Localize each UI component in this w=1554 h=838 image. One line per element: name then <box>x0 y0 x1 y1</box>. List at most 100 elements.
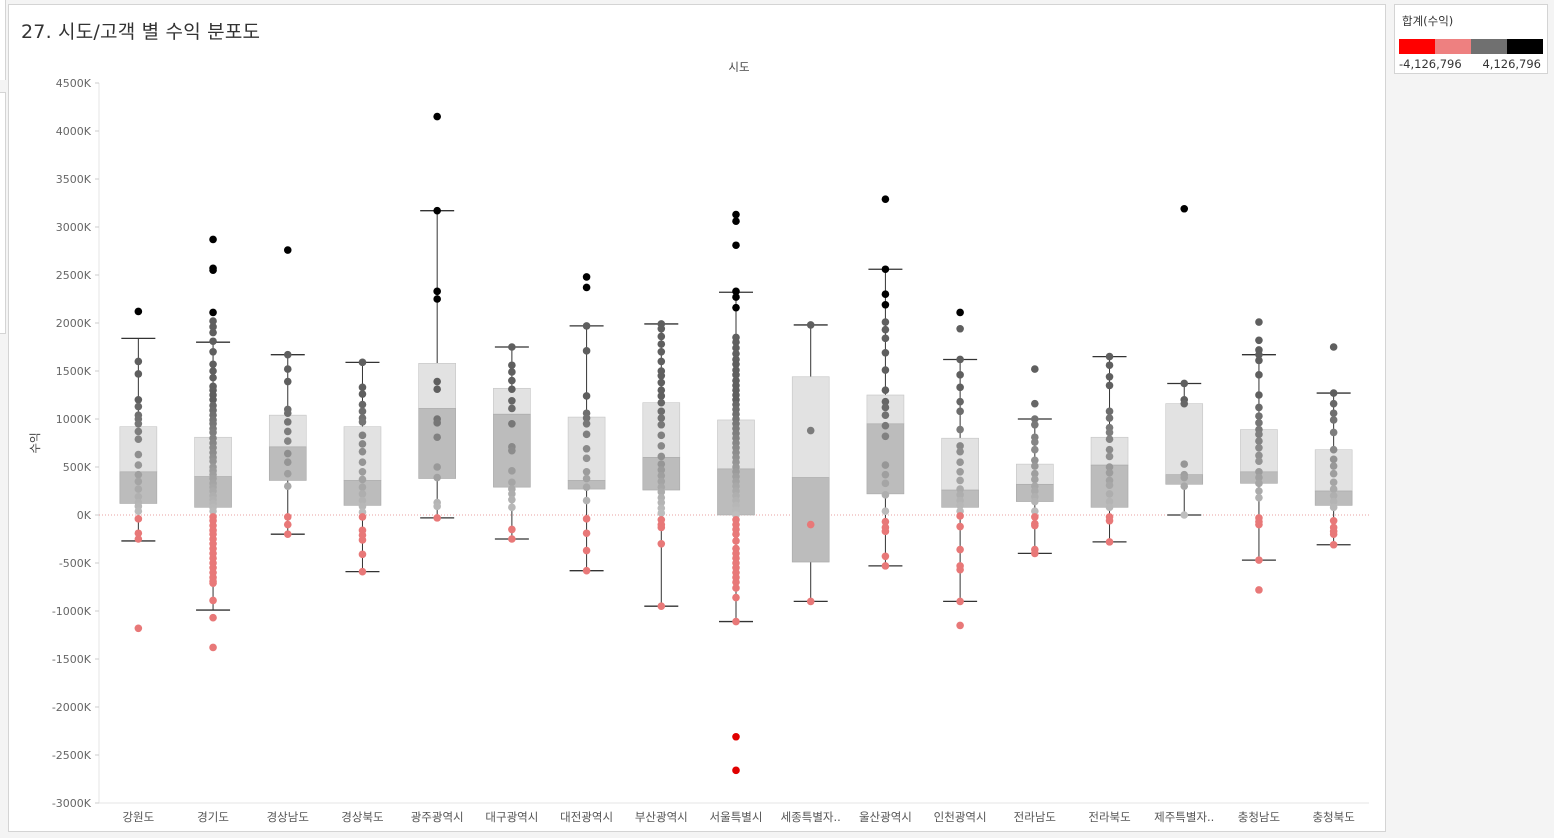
data-point <box>1105 538 1114 546</box>
category-label: 경상북도 <box>341 810 383 824</box>
data-point <box>1255 437 1263 445</box>
data-point <box>134 420 143 428</box>
data-point <box>732 360 740 369</box>
data-point <box>881 411 890 419</box>
data-point <box>1105 490 1114 498</box>
data-point <box>209 328 217 337</box>
data-point <box>956 501 964 510</box>
data-point <box>1031 462 1039 470</box>
data-point <box>657 372 666 380</box>
data-point <box>1105 435 1114 443</box>
data-point <box>283 530 292 538</box>
data-point <box>956 442 964 450</box>
data-point <box>657 431 666 440</box>
data-point <box>134 357 143 366</box>
data-point <box>657 386 666 395</box>
data-point <box>1329 462 1338 470</box>
data-point <box>657 332 666 341</box>
data-point <box>881 366 890 374</box>
category-label: 광주광역시 <box>411 810 464 824</box>
data-point <box>657 488 666 496</box>
category-label: 울산광역시 <box>859 810 912 824</box>
data-point <box>508 535 516 543</box>
data-point <box>358 550 367 559</box>
category-label: 대구광역시 <box>485 810 538 824</box>
data-point <box>1031 365 1039 373</box>
data-point <box>582 454 591 463</box>
data-point <box>358 407 367 416</box>
data-point <box>806 520 815 529</box>
data-point <box>1180 511 1189 519</box>
legend-color-step <box>1399 39 1435 54</box>
data-point <box>433 206 441 215</box>
data-point <box>1329 469 1338 478</box>
data-point <box>956 621 964 630</box>
data-point <box>358 390 367 398</box>
y-tick-label: 0K <box>77 509 92 522</box>
data-point <box>209 613 217 622</box>
data-point <box>433 419 441 427</box>
data-point <box>1329 445 1338 454</box>
data-point <box>1031 497 1039 506</box>
data-point <box>134 624 143 633</box>
data-point <box>209 367 217 375</box>
data-point <box>1255 493 1263 502</box>
data-point <box>283 520 292 529</box>
data-point <box>1255 419 1263 427</box>
data-point <box>1031 456 1039 465</box>
data-point <box>732 371 740 379</box>
data-point <box>582 420 591 428</box>
data-point <box>358 536 367 544</box>
data-point <box>358 447 367 456</box>
data-point <box>1329 409 1338 418</box>
data-point <box>1255 457 1263 466</box>
data-point <box>134 529 143 538</box>
data-point <box>358 502 367 511</box>
data-point <box>881 432 890 441</box>
data-point <box>1105 503 1114 512</box>
data-point <box>1255 336 1263 345</box>
data-point <box>209 507 217 515</box>
y-tick-label: -500K <box>59 557 92 570</box>
data-point <box>881 318 890 326</box>
data-point <box>358 490 367 498</box>
data-point <box>657 471 666 480</box>
data-point <box>358 496 367 505</box>
data-point <box>209 348 217 356</box>
category-label: 강원도 <box>122 810 154 824</box>
data-point <box>881 403 890 412</box>
chart-panel: 27. 시도/고객 별 수익 분포도 시도 수익 4500K 4000K 3500K… <box>8 4 1386 832</box>
y-tick-label: 500K <box>63 461 92 474</box>
data-point <box>582 546 591 555</box>
data-point <box>732 732 740 741</box>
data-point <box>582 347 591 355</box>
data-point <box>508 376 516 385</box>
data-point <box>134 450 143 459</box>
data-point <box>358 513 367 521</box>
data-point <box>283 513 292 521</box>
data-point <box>358 440 367 448</box>
data-point <box>881 300 890 309</box>
data-point <box>134 427 143 436</box>
legend-min-label: -4,126,796 <box>1399 57 1462 71</box>
y-tick-label: 2000K <box>56 317 92 330</box>
data-point <box>956 476 964 485</box>
y-tick-label: 1500K <box>56 365 92 378</box>
data-point <box>508 385 516 394</box>
data-point <box>283 482 292 491</box>
data-point <box>433 463 441 471</box>
box-plot-chart: 시도 수익 4500K 4000K 3500K 3000K 2500K 2000K 1500… <box>28 60 1369 824</box>
y-tick-label: 4500K <box>56 77 92 90</box>
data-point <box>1255 468 1263 476</box>
category-label: 세종특별자.. <box>781 810 841 824</box>
data-point <box>508 368 516 376</box>
data-point <box>508 467 516 475</box>
box-lower <box>791 477 830 563</box>
data-point <box>508 420 516 428</box>
data-point <box>956 565 964 574</box>
data-point <box>1031 475 1039 484</box>
data-point <box>1031 549 1039 558</box>
data-point <box>209 317 217 325</box>
y-tick-label: 4000K <box>56 125 92 138</box>
data-point <box>1255 520 1263 529</box>
